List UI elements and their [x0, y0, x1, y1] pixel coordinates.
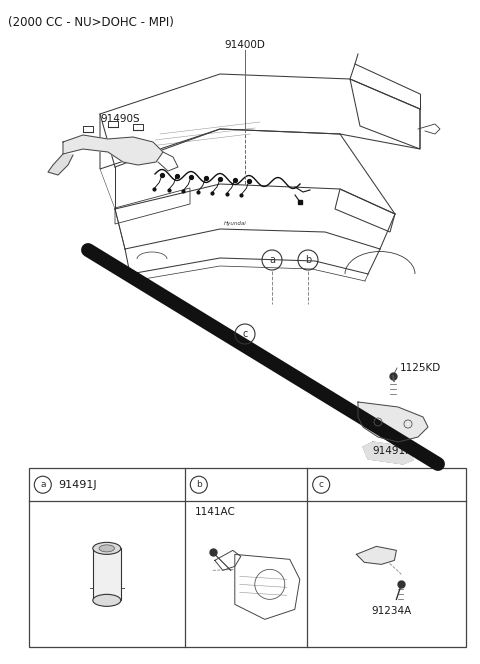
- Ellipse shape: [99, 545, 115, 552]
- Polygon shape: [63, 135, 163, 165]
- Text: a: a: [40, 480, 46, 489]
- Text: 91490S: 91490S: [100, 114, 140, 124]
- Text: 91491J: 91491J: [58, 479, 96, 490]
- Bar: [29, 468, 466, 647]
- Text: (2000 CC - NU>DOHC - MPI): (2000 CC - NU>DOHC - MPI): [8, 16, 174, 29]
- Ellipse shape: [93, 542, 121, 554]
- Text: 91400D: 91400D: [225, 40, 265, 50]
- Text: c: c: [319, 480, 324, 489]
- Text: 91491H: 91491H: [372, 446, 413, 456]
- Text: a: a: [269, 255, 275, 265]
- Text: b: b: [305, 255, 311, 265]
- Polygon shape: [363, 442, 413, 464]
- Polygon shape: [356, 546, 396, 564]
- Text: 1141AC: 1141AC: [195, 507, 236, 517]
- Polygon shape: [358, 402, 428, 442]
- Text: c: c: [242, 329, 248, 339]
- Ellipse shape: [93, 594, 121, 606]
- Text: 91234A: 91234A: [371, 606, 411, 616]
- Bar: [93, 548, 121, 600]
- Text: 1125KD: 1125KD: [400, 363, 441, 373]
- Text: b: b: [196, 480, 202, 489]
- Polygon shape: [48, 154, 73, 175]
- Text: Hyundai: Hyundai: [224, 222, 246, 226]
